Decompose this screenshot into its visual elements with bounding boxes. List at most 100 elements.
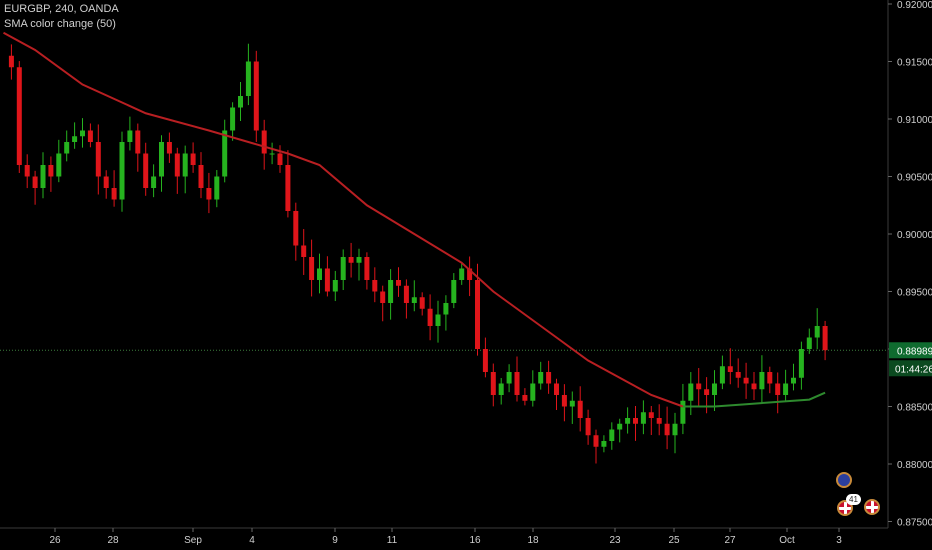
candle-body: [680, 400, 686, 424]
candle-body: [293, 211, 299, 246]
candle-body: [269, 153, 275, 155]
countdown-tag: [889, 360, 932, 377]
candle-body: [727, 366, 733, 372]
candle-body: [712, 383, 717, 395]
candle-body: [625, 418, 631, 424]
price-tick-label: 0.88500: [897, 403, 932, 414]
candle-body: [561, 395, 567, 407]
indicator-title[interactable]: SMA color change (50): [4, 18, 116, 30]
candle-body: [640, 412, 646, 424]
candle-body: [775, 383, 781, 395]
candle-body: [127, 130, 133, 142]
candle-body: [372, 280, 378, 292]
candle-body: [174, 153, 180, 177]
candle-body: [664, 423, 670, 436]
candle-body: [159, 142, 164, 177]
candle-body: [751, 383, 757, 390]
event-count-badge: 41: [846, 494, 861, 505]
candle-body: [411, 297, 417, 303]
candle-body: [506, 372, 512, 384]
time-tick-label: Sep: [184, 535, 202, 546]
candle-body: [443, 303, 449, 315]
sma-line-up: [682, 391, 826, 408]
candle-body: [135, 130, 141, 154]
candle-body: [459, 268, 465, 280]
candle-body: [648, 412, 654, 418]
candle-body: [332, 280, 338, 292]
candle-body: [546, 372, 552, 384]
time-tick-label: 3: [836, 535, 842, 546]
candle-body: [24, 165, 30, 177]
current-price-tag: [889, 342, 932, 359]
candle-body: [222, 130, 228, 177]
candle-body: [32, 176, 38, 188]
candle-body: [467, 268, 473, 280]
candle-body: [356, 257, 362, 263]
candle-body: [569, 400, 575, 407]
candle-body: [791, 377, 796, 384]
time-tick-label: 9: [332, 535, 338, 546]
candle-body: [388, 280, 394, 303]
candle-body: [40, 165, 46, 188]
candle-body: [166, 142, 172, 154]
symbol-title[interactable]: EURGBP, 240, OANDA: [4, 3, 119, 15]
candle-body: [688, 383, 694, 401]
candle-body: [696, 383, 702, 390]
candle-body: [704, 389, 710, 395]
candle-body: [814, 326, 820, 338]
candle-body: [554, 383, 559, 395]
candle-body: [609, 429, 615, 441]
candle-body: [419, 297, 425, 309]
candle-body: [783, 383, 789, 395]
countdown-label: 01:44:26: [895, 364, 932, 375]
uk-event-icon[interactable]: [864, 499, 880, 515]
candle-body: [245, 61, 251, 96]
candle-body: [798, 349, 804, 378]
candle-body: [364, 257, 370, 280]
candle-body: [403, 285, 409, 303]
candle-body: [617, 423, 623, 430]
candle-body: [427, 308, 433, 326]
time-tick-label: Oct: [779, 535, 795, 546]
candle-body: [198, 165, 204, 188]
candle-body: [498, 383, 504, 395]
candle-body: [111, 188, 117, 200]
candle-body: [103, 176, 109, 188]
time-tick-label: 28: [107, 535, 119, 546]
candle-body: [530, 383, 536, 401]
candle-body: [451, 280, 457, 303]
candle-body: [206, 188, 212, 200]
price-tick-label: 0.90500: [897, 173, 932, 184]
candle-body: [593, 435, 599, 447]
candle-body: [577, 400, 583, 418]
candle-body: [182, 153, 188, 177]
candle-body: [230, 107, 236, 131]
price-tick-label: 0.88000: [897, 460, 932, 471]
candle-body: [380, 291, 386, 303]
candle-body: [601, 441, 607, 447]
candle-body: [238, 96, 243, 108]
candle-body: [514, 372, 520, 395]
time-tick-label: 4: [249, 535, 255, 546]
price-tick-label: 0.90000: [897, 230, 932, 241]
candle-body: [396, 280, 401, 286]
time-tick-label: 16: [469, 535, 481, 546]
candle-body: [719, 366, 725, 384]
candle-body: [143, 153, 149, 188]
candle-body: [56, 153, 62, 177]
price-tick-label: 0.87500: [897, 518, 932, 529]
eu-event-icon[interactable]: [836, 472, 852, 488]
candle-body: [72, 136, 78, 142]
candle-body: [633, 418, 638, 424]
time-tick-label: 26: [49, 535, 61, 546]
candle-body: [482, 349, 488, 372]
candle-body: [95, 142, 101, 177]
price-tick-label: 0.89500: [897, 288, 932, 299]
candlestick-series: [8, 43, 828, 464]
price-tick-label: 0.91000: [897, 115, 932, 126]
sma-line: [3, 31, 826, 408]
candle-body: [340, 257, 346, 280]
candle-body: [301, 245, 307, 257]
